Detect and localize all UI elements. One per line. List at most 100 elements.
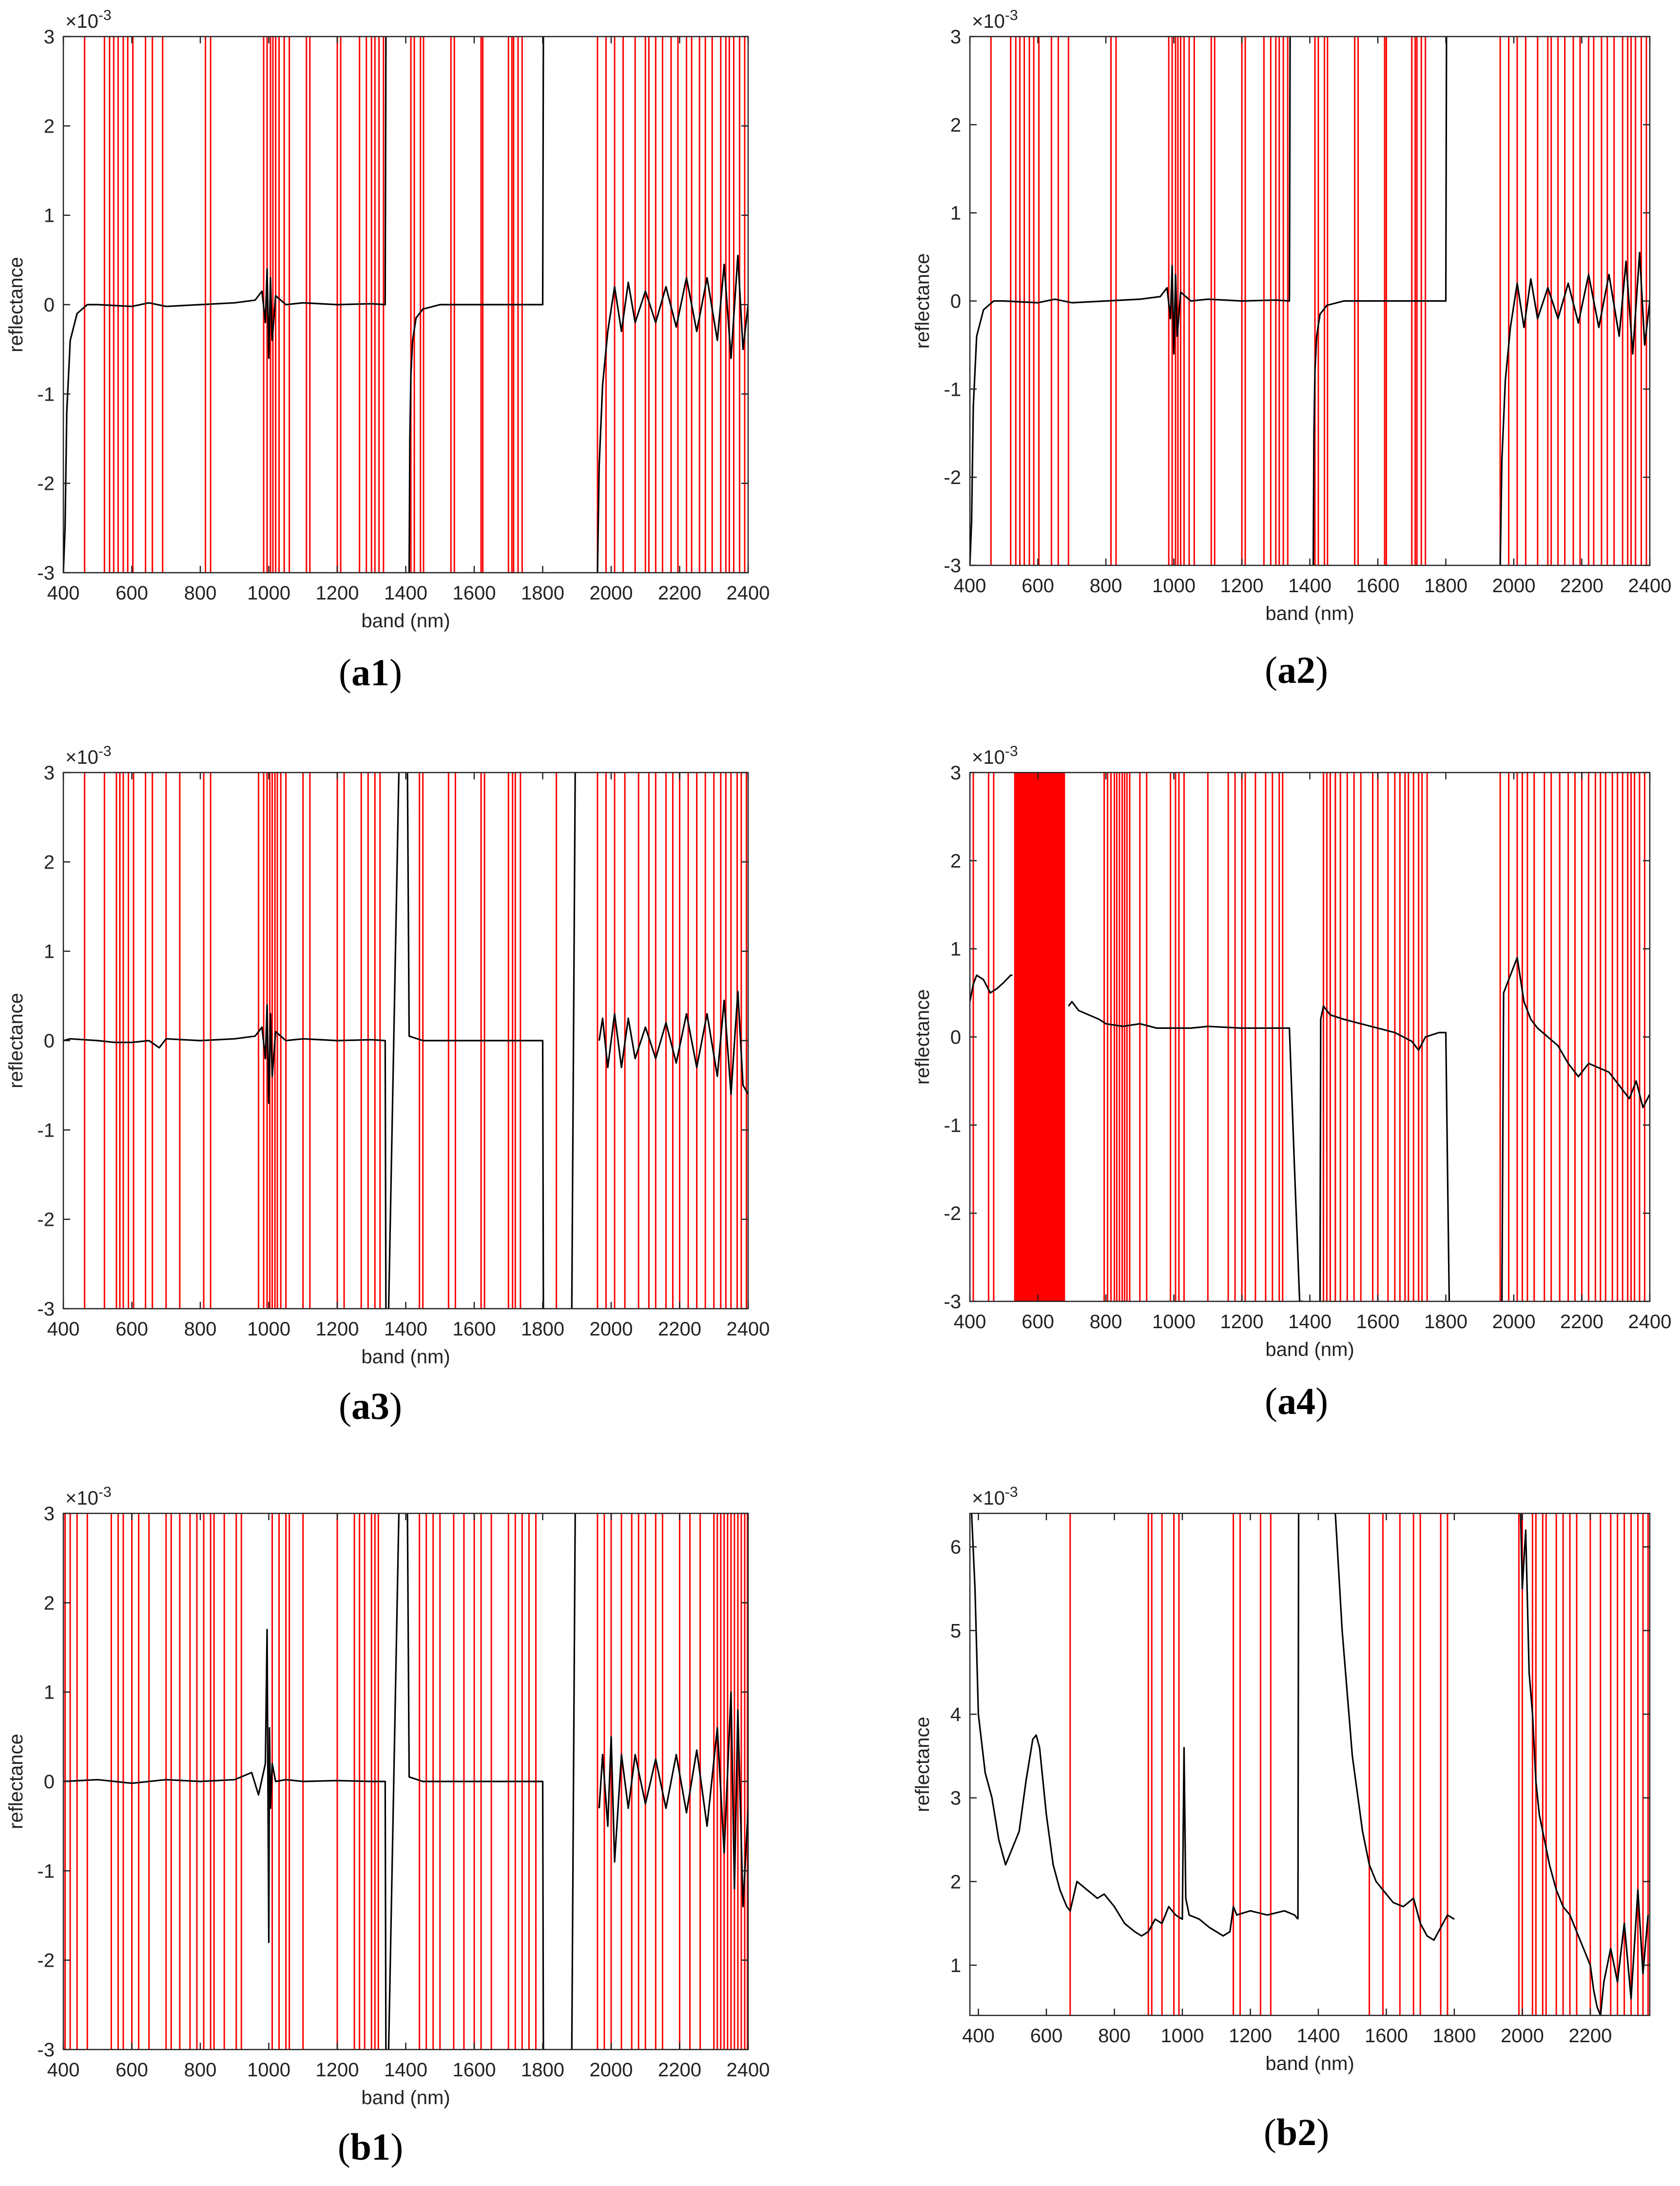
y-tick-label: 4 [950,1704,961,1725]
spectrum-line [1334,1513,1455,1941]
spectrum-line [970,974,1013,1002]
x-tick-label: 800 [1098,2025,1131,2047]
x-tick-label: 1800 [521,582,564,604]
y-exponent-power: -3 [1005,1484,1018,1500]
y-exponent-power: -3 [98,7,112,23]
y-axis-label: reflectance [912,1717,933,1812]
y-axis-label: reflectance [912,253,933,349]
spectrum-line [1319,1005,1450,1301]
x-tick-label: 1600 [1356,1311,1400,1333]
spectrum-line [63,1628,387,2050]
chart-a3: 400 600 800 1000 1200 1400 1600 1800 2000 2200 240… [0,736,780,1462]
x-tick-label: 1400 [384,1318,427,1340]
spectrum-line [1499,251,1650,565]
y-tick-label: 3 [950,26,961,48]
y-tick-label: 1 [44,1682,55,1703]
chart-b1-caption: (b1) [337,2126,404,2168]
x-tick-label: 2200 [1568,2025,1612,2047]
x-tick-label: 800 [1090,1311,1122,1333]
spectrum-line [1501,957,1650,1301]
spectrum-line [387,773,400,1309]
y-tick-label: 3 [44,1503,55,1525]
y-tick-label: 3 [44,762,55,784]
spectrum-line [63,37,387,573]
chart-a2-caption: (a2) [1265,649,1328,691]
x-tick-label: 600 [1022,575,1054,597]
y-tick-label: 1 [950,939,961,960]
x-tick-label: 400 [47,582,80,604]
spectrum-line [387,1513,400,2050]
spectrum-line [970,1513,1299,1937]
x-tick-label: 1600 [1356,575,1400,597]
x-tick-label: 2000 [1492,575,1536,597]
spectrum-line [408,37,544,573]
y-tick-label: -1 [37,384,55,405]
x-tick-label: 1200 [316,1318,359,1340]
x-tick-label: 1400 [1288,1311,1332,1333]
y-tick-label: 0 [44,1771,55,1793]
y-exponent-label: ×10-3 [65,743,112,768]
y-tick-label: 3 [950,1788,961,1809]
x-tick-label: 600 [116,1318,148,1340]
y-tick-label: 0 [44,294,55,316]
x-tick-label: 2200 [1560,575,1603,597]
y-tick-label: -2 [944,467,961,488]
y-tick-label: -1 [944,379,961,400]
x-tick-label: 2400 [727,582,770,604]
y-tick-label: 1 [44,941,55,963]
y-exponent-power: -3 [1005,7,1018,23]
x-tick-label: 2200 [1560,1311,1603,1333]
y-tick-label: 6 [950,1537,961,1558]
y-axis-label: reflectance [5,993,27,1088]
x-tick-label: 800 [184,1318,217,1340]
x-tick-label: 2200 [658,582,701,604]
x-tick-label: 400 [954,575,986,597]
y-tick-label: -2 [37,1950,55,1972]
y-tick-label: 0 [950,1027,961,1048]
x-tick-label: 1800 [521,1318,564,1340]
y-exponent-label: ×10-3 [65,7,112,32]
x-tick-label: 1200 [1229,2025,1272,2047]
chart-b1: 400 600 800 1000 1200 1400 1600 1800 2000 2200 240… [0,1477,780,2186]
spectrum-line [406,773,544,1309]
spectrum-line [970,37,1291,565]
y-tick-label: 5 [950,1620,961,1642]
plot-marks [63,773,748,1309]
chart-a1: 400 600 800 1000 1200 1400 1600 1800 2000 2200 240… [0,0,780,721]
x-axis-label: band (nm) [361,610,450,632]
chart-a4: 400 600 800 1000 1200 1400 1600 1800 2000 2200 240… [907,736,1680,1462]
x-tick-label: 1600 [1365,2025,1408,2047]
plot-marks [63,37,748,573]
x-tick-label: 1400 [384,2059,427,2081]
x-tick-label: 400 [962,2025,995,2047]
y-tick-label: 0 [44,1030,55,1052]
x-tick-label: 1000 [1152,1311,1196,1333]
x-tick-label: 1400 [384,582,427,604]
x-tick-label: 2400 [1628,575,1672,597]
x-tick-label: 1000 [1160,2025,1204,2047]
plot-marks [970,1513,1649,2015]
y-tick-label: -1 [37,1860,55,1882]
x-tick-label: 1400 [1296,2025,1340,2047]
spectrum-line [598,1691,748,1908]
y-tick-label: -3 [944,555,961,577]
x-tick-label: 600 [116,2059,148,2081]
spectrum-line [1312,37,1448,565]
chart-a1-plot: 400 600 800 1000 1200 1400 1600 1800 2000 2200 240… [5,7,770,632]
x-axis-label: band (nm) [1265,2053,1354,2074]
x-tick-label: 1800 [1424,575,1468,597]
y-tick-label: 1 [950,203,961,224]
x-tick-label: 1600 [453,2059,496,2081]
red-band-span [1014,773,1065,1301]
spectrum-line [1520,1513,1649,2015]
x-tick-label: 1200 [1220,1311,1264,1333]
y-exponent-label: ×10-3 [65,1484,112,1509]
chart-b1-plot: 400 600 800 1000 1200 1400 1600 1800 2000 2200 240… [5,1484,770,2109]
chart-a2-plot: 400 600 800 1000 1200 1400 1600 1800 2000 2200 240… [912,7,1672,624]
x-tick-label: 1800 [1424,1311,1468,1333]
x-tick-label: 1400 [1288,575,1332,597]
x-tick-label: 800 [184,2059,217,2081]
x-axis-label: band (nm) [1265,1339,1354,1360]
y-tick-label: 3 [44,26,55,48]
x-tick-label: 2200 [658,2059,701,2081]
